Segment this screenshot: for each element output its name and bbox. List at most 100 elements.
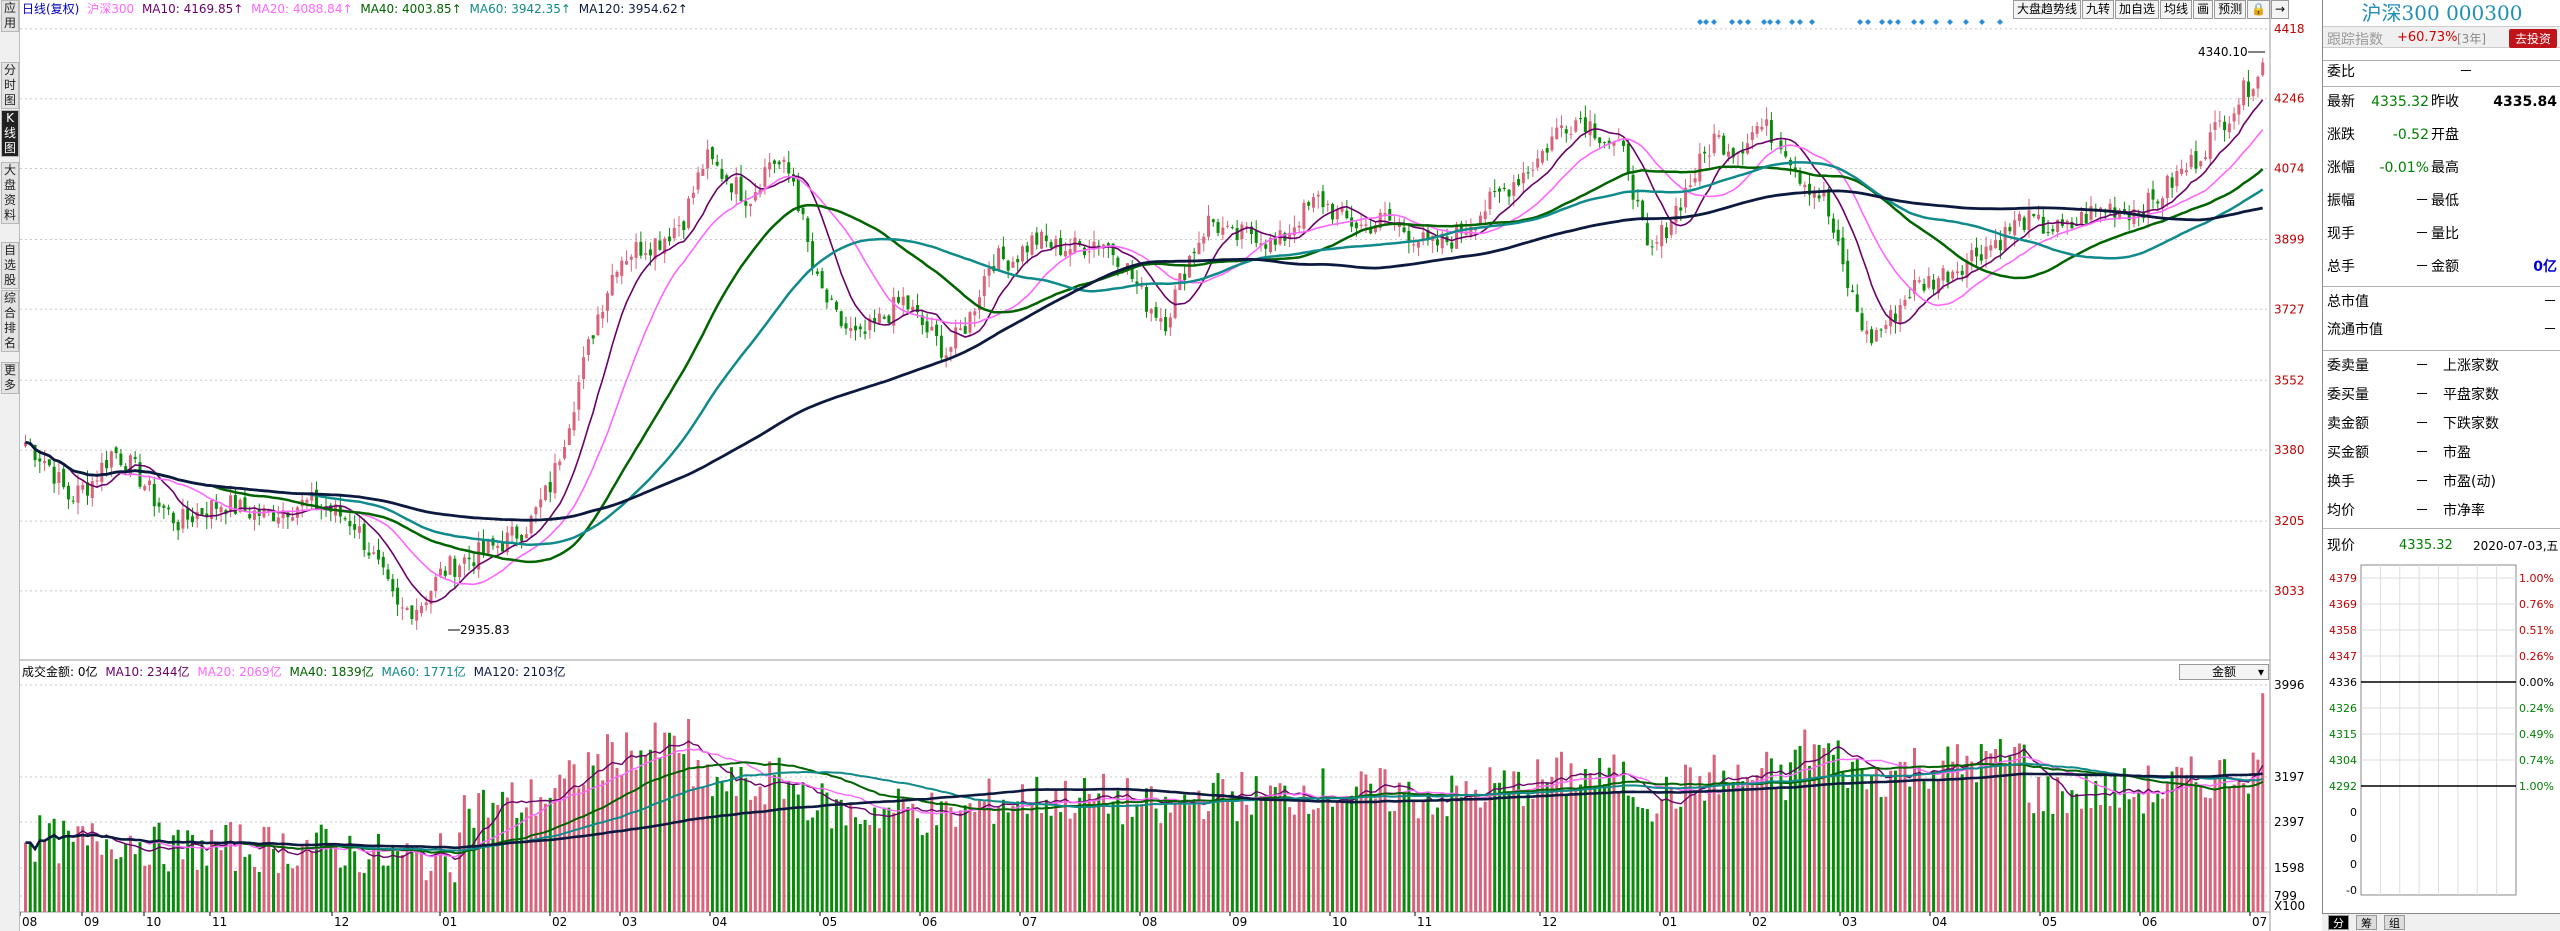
candle-body bbox=[1822, 190, 1826, 197]
leftbar-item-4[interactable]: 自选股 bbox=[1, 242, 19, 289]
candle-body bbox=[176, 521, 180, 531]
invest-button[interactable]: 去投资 bbox=[2508, 29, 2557, 48]
leftbar-item-6[interactable]: 更多 bbox=[1, 362, 19, 394]
candle-body bbox=[2208, 132, 2212, 159]
leftbar-item-0[interactable]: 应用 bbox=[1, 0, 19, 32]
volume-bar bbox=[505, 797, 509, 912]
candle-body bbox=[86, 482, 90, 496]
candle-body bbox=[1560, 125, 1564, 128]
tool-button-7[interactable]: → bbox=[2271, 0, 2290, 19]
volume-bar bbox=[720, 781, 724, 912]
volume-bar bbox=[419, 851, 423, 912]
candle-body bbox=[796, 178, 800, 212]
candle-body bbox=[1135, 281, 1139, 286]
candle-body bbox=[920, 315, 924, 326]
candle-body bbox=[1512, 182, 1516, 196]
leftbar-item-1[interactable]: 分时图 bbox=[1, 62, 19, 109]
volume-bar bbox=[1607, 767, 1611, 912]
candle-body bbox=[1359, 224, 1363, 227]
tool-button-3[interactable]: 均线 bbox=[2160, 0, 2193, 19]
volume-bar bbox=[887, 807, 891, 912]
candle-body bbox=[467, 557, 471, 560]
tool-button-4[interactable]: 画 bbox=[2193, 0, 2214, 19]
candle-body bbox=[825, 289, 829, 303]
volume-bar bbox=[2051, 813, 2055, 912]
kline-chart[interactable]: 4418 4246 4074 3899 3727 3552 3380 3205 3033 3996… bbox=[20, 0, 2322, 931]
volume-bar bbox=[2108, 805, 2112, 912]
candle-body bbox=[601, 311, 605, 319]
volume-bar bbox=[815, 810, 819, 912]
volume-bar bbox=[1121, 824, 1125, 912]
candle-body bbox=[605, 293, 609, 311]
volume-bar bbox=[1092, 798, 1096, 912]
candle-body bbox=[1827, 189, 1831, 217]
candle-body bbox=[1311, 197, 1315, 208]
candle-body bbox=[1722, 135, 1726, 155]
volume-bar bbox=[205, 865, 209, 912]
candle-body bbox=[706, 149, 710, 169]
tool-button-1[interactable]: 九转 bbox=[2082, 0, 2115, 19]
leftbar-item-5[interactable]: 综合排名 bbox=[1, 290, 19, 352]
candle-body bbox=[806, 218, 810, 242]
candle-body bbox=[276, 517, 280, 524]
mini-left-label: 4336 bbox=[2329, 676, 2357, 689]
volume-bar bbox=[76, 826, 80, 912]
candle-body bbox=[1469, 227, 1473, 236]
volume-selector[interactable]: 金额 ▾ bbox=[2179, 664, 2269, 680]
volume-bar bbox=[71, 841, 75, 912]
candle-body bbox=[128, 455, 132, 476]
volume-bar bbox=[1030, 804, 1034, 912]
volume-bar bbox=[1273, 787, 1277, 912]
volume-bar bbox=[2122, 768, 2126, 912]
tool-button-6[interactable]: 🔒 bbox=[2247, 0, 2271, 19]
candle-body bbox=[1235, 228, 1239, 241]
candle-body bbox=[1421, 232, 1425, 240]
volume-bar bbox=[539, 797, 543, 912]
candle-body bbox=[138, 462, 142, 487]
volume-bar bbox=[1722, 770, 1726, 912]
now-price-value: 4335.32 bbox=[2399, 538, 2453, 553]
candle-body bbox=[1755, 125, 1759, 134]
intraday-mini-chart[interactable]: 4379 4369 4358 4347 4336 4326 4315 4304 4292 0 0 0 -… bbox=[2323, 560, 2560, 910]
candle-body bbox=[314, 489, 318, 510]
volume-bar bbox=[1850, 761, 1854, 912]
volume-bar bbox=[1560, 751, 1564, 912]
volume-bar bbox=[1531, 798, 1535, 912]
volume-bar bbox=[1211, 782, 1215, 912]
volume-bar bbox=[210, 829, 214, 912]
panel-tab-1[interactable]: 筹 bbox=[2356, 915, 2377, 930]
candle-body bbox=[2132, 209, 2136, 224]
candle-body bbox=[1626, 143, 1630, 174]
tool-button-0[interactable]: 大盘趋势线 bbox=[2013, 0, 2082, 19]
candle-body bbox=[1526, 172, 1530, 174]
candle-body bbox=[419, 606, 423, 614]
panel-tab-2[interactable]: 组 bbox=[2384, 915, 2405, 930]
price-tick-label: 3033 bbox=[2274, 584, 2305, 598]
leftbar-item-3[interactable]: 大盘资料 bbox=[1, 162, 19, 224]
volume-bar bbox=[1593, 785, 1597, 912]
tool-button-2[interactable]: 加自选 bbox=[2115, 0, 2160, 19]
volume-bar bbox=[553, 788, 557, 912]
volume-bar bbox=[567, 760, 571, 912]
signal-marker bbox=[1887, 19, 1893, 25]
candle-body bbox=[434, 576, 438, 592]
volume-tick-label: 2397 bbox=[2274, 815, 2305, 829]
tool-button-5[interactable]: 预测 bbox=[2214, 0, 2247, 19]
quote-field: -0.52 bbox=[2392, 127, 2429, 143]
panel-tab-0[interactable]: 分 bbox=[2328, 915, 2349, 930]
candle-body bbox=[1488, 191, 1492, 209]
volume-bar bbox=[1908, 786, 1912, 912]
volume-bar bbox=[1965, 755, 1969, 912]
candle-body bbox=[47, 459, 51, 466]
volume-bar bbox=[1521, 806, 1525, 912]
candle-body bbox=[763, 167, 767, 187]
candle-body bbox=[229, 495, 233, 512]
volume-bar bbox=[1698, 776, 1702, 912]
signal-marker bbox=[1933, 19, 1939, 25]
x-tick-label: 04 bbox=[712, 915, 727, 929]
candle-body bbox=[1450, 242, 1454, 249]
candle-body bbox=[939, 335, 943, 358]
signal-marker bbox=[1879, 19, 1885, 25]
candle-body bbox=[95, 480, 99, 482]
